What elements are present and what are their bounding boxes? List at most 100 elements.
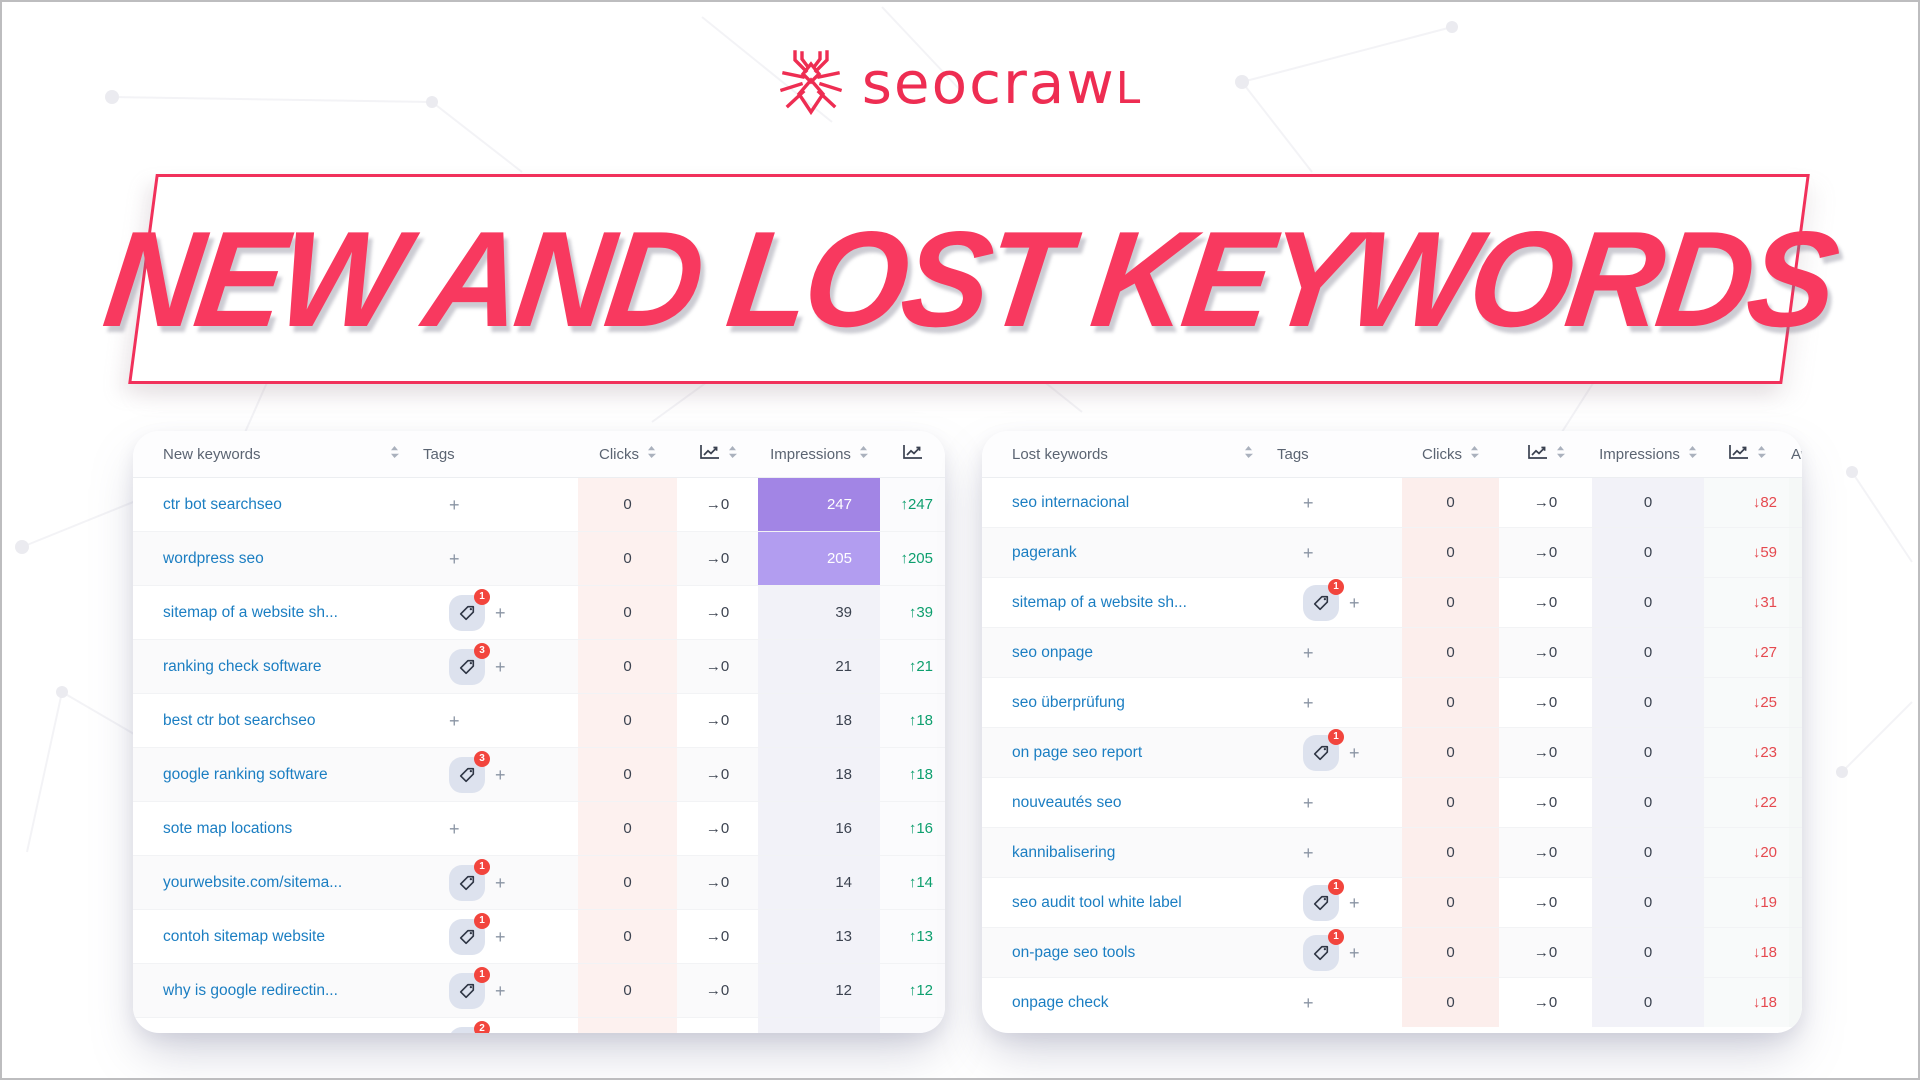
keyword-link[interactable]: seo audit tool white label: [1012, 893, 1182, 911]
add-tag-button[interactable]: +: [495, 764, 506, 785]
tag-icon[interactable]: 1: [449, 966, 490, 1009]
header-average-position-clipped[interactable]: Av: [1791, 445, 1802, 463]
sort-icon[interactable]: [647, 445, 656, 463]
keyword-link[interactable]: onpage check: [1012, 993, 1109, 1011]
tags-cell: 1 +: [413, 964, 578, 1017]
tag-icon[interactable]: 2: [449, 1020, 490, 1033]
tag-icon[interactable]: 3: [449, 642, 490, 685]
header-new-keywords[interactable]: New keywords: [133, 431, 413, 477]
header-clicks-trend[interactable]: [677, 431, 758, 477]
keyword-link[interactable]: seo onpage: [1012, 643, 1094, 661]
add-tag-button[interactable]: +: [1303, 842, 1314, 863]
tag-icon[interactable]: 3: [449, 750, 490, 793]
header-clicks-trend[interactable]: [1499, 431, 1592, 477]
sort-icon[interactable]: [1244, 445, 1253, 463]
add-tag-button[interactable]: +: [495, 926, 506, 947]
keyword-link[interactable]: on-page seo tools: [1012, 943, 1136, 961]
keyword-link[interactable]: nouveautés seo: [1012, 793, 1122, 811]
add-tag-button[interactable]: +: [495, 980, 506, 1001]
tag-icon[interactable]: 1: [1303, 578, 1344, 621]
clicks-cell: 0: [1402, 778, 1499, 827]
keyword-link[interactable]: google ranking software: [163, 765, 328, 783]
impressions-change-cell: ↑39: [880, 586, 945, 639]
impressions-cell: 21: [758, 640, 880, 693]
header-clicks[interactable]: Clicks: [1402, 431, 1499, 477]
keyword-link[interactable]: ctr bot searchseo: [163, 495, 282, 513]
clicks-cell: 0: [1402, 928, 1499, 977]
tag-icon[interactable]: 1: [449, 912, 490, 955]
sort-icon[interactable]: [390, 445, 399, 463]
table-row: pagerank +0 →0 0 ↓59: [982, 527, 1802, 577]
keyword-link[interactable]: seo überprüfung: [1012, 693, 1125, 711]
tag-icon[interactable]: 1: [449, 588, 490, 631]
add-tag-button[interactable]: +: [1303, 792, 1314, 813]
add-tag-button[interactable]: +: [1349, 592, 1360, 613]
header-lost-keywords[interactable]: Lost keywords: [982, 431, 1267, 477]
add-tag-button[interactable]: +: [449, 494, 460, 515]
clicks-trend-cell: →0: [705, 928, 730, 945]
keyword-cell: ranking check software: [133, 640, 413, 693]
tag-icon[interactable]: 1: [1303, 878, 1344, 921]
add-tag-button[interactable]: +: [1349, 742, 1360, 763]
impressions-change-cell: ↑13: [880, 910, 945, 963]
keyword-link[interactable]: ranking check software: [163, 657, 322, 675]
keyword-link[interactable]: on page seo report: [1012, 743, 1143, 761]
keyword-link[interactable]: kannibalisering: [1012, 843, 1116, 861]
add-tag-button[interactable]: +: [1303, 642, 1314, 663]
clicks-trend-cell: →0: [1533, 894, 1558, 911]
keyword-link[interactable]: why is google redirectin...: [163, 981, 338, 999]
add-tag-button[interactable]: +: [449, 548, 460, 569]
add-tag-button[interactable]: +: [495, 602, 506, 623]
keyword-link[interactable]: wordpress seo: [163, 549, 264, 567]
header-impressions[interactable]: Impressions: [758, 431, 880, 477]
keyword-link[interactable]: sote map locations: [163, 819, 293, 837]
clicks-cell: 0: [1402, 628, 1499, 677]
sort-icon[interactable]: [859, 445, 868, 463]
clicks-cell: 0: [578, 748, 677, 801]
tag-icon[interactable]: 1: [1303, 728, 1344, 771]
impressions-change-cell: ↑12: [880, 964, 945, 1017]
add-tag-button[interactable]: +: [495, 872, 506, 893]
header-impressions-trend[interactable]: [1704, 431, 1789, 477]
add-tag-button[interactable]: +: [449, 710, 460, 731]
keyword-link[interactable]: seo internacional: [1012, 493, 1130, 511]
clicks-cell: 0: [1402, 678, 1499, 727]
keyword-link[interactable]: yourwebsite.com/sitema...: [163, 873, 343, 891]
sort-icon[interactable]: [1556, 445, 1565, 463]
keyword-cell: on page seo report: [982, 728, 1267, 777]
keyword-link[interactable]: contoh sitemap website: [163, 927, 325, 945]
sort-icon[interactable]: [1688, 445, 1697, 463]
table-row: yourwebsite.com/sitema... 1 +0 →0 14 ↑14: [133, 855, 945, 909]
header-impressions[interactable]: Impressions: [1592, 431, 1704, 477]
clicks-trend-cell: →0: [1533, 544, 1558, 561]
tag-icon[interactable]: 1: [449, 858, 490, 901]
add-tag-button[interactable]: +: [495, 656, 506, 677]
add-tag-button[interactable]: +: [1303, 492, 1314, 513]
sort-icon[interactable]: [1757, 445, 1766, 463]
sort-icon[interactable]: [1470, 445, 1479, 463]
tags-cell: 3 +: [413, 640, 578, 693]
new-keywords-table: New keywords Tags Clicks Impressions: [133, 431, 945, 1033]
impressions-change-cell: ↓19: [1704, 878, 1789, 927]
add-tag-button[interactable]: +: [1349, 942, 1360, 963]
clicks-cell: 0: [1402, 878, 1499, 927]
add-tag-button[interactable]: +: [1349, 892, 1360, 913]
keyword-link[interactable]: best ctr bot searchseo: [163, 711, 316, 729]
keyword-link[interactable]: pagerank: [1012, 543, 1077, 561]
impressions-change-cell: ↓18: [1704, 978, 1789, 1027]
header-clicks[interactable]: Clicks: [578, 431, 677, 477]
add-tag-button[interactable]: +: [1303, 692, 1314, 713]
average-position-cell-clipped: [1789, 628, 1802, 677]
add-tag-button[interactable]: +: [1303, 992, 1314, 1013]
tags-cell: 1 +: [413, 910, 578, 963]
sort-icon[interactable]: [728, 445, 737, 463]
add-tag-button[interactable]: +: [449, 818, 460, 839]
keyword-link[interactable]: sitemap of a website sh...: [163, 603, 338, 621]
keyword-link[interactable]: sitemap of a website sh...: [1012, 593, 1187, 611]
tag-icon[interactable]: 1: [1303, 928, 1344, 971]
header-impressions-trend[interactable]: [880, 431, 945, 477]
add-tag-button[interactable]: +: [1303, 542, 1314, 563]
tag-count-badge: 1: [474, 858, 490, 875]
impressions-cell: 12: [758, 1018, 880, 1033]
